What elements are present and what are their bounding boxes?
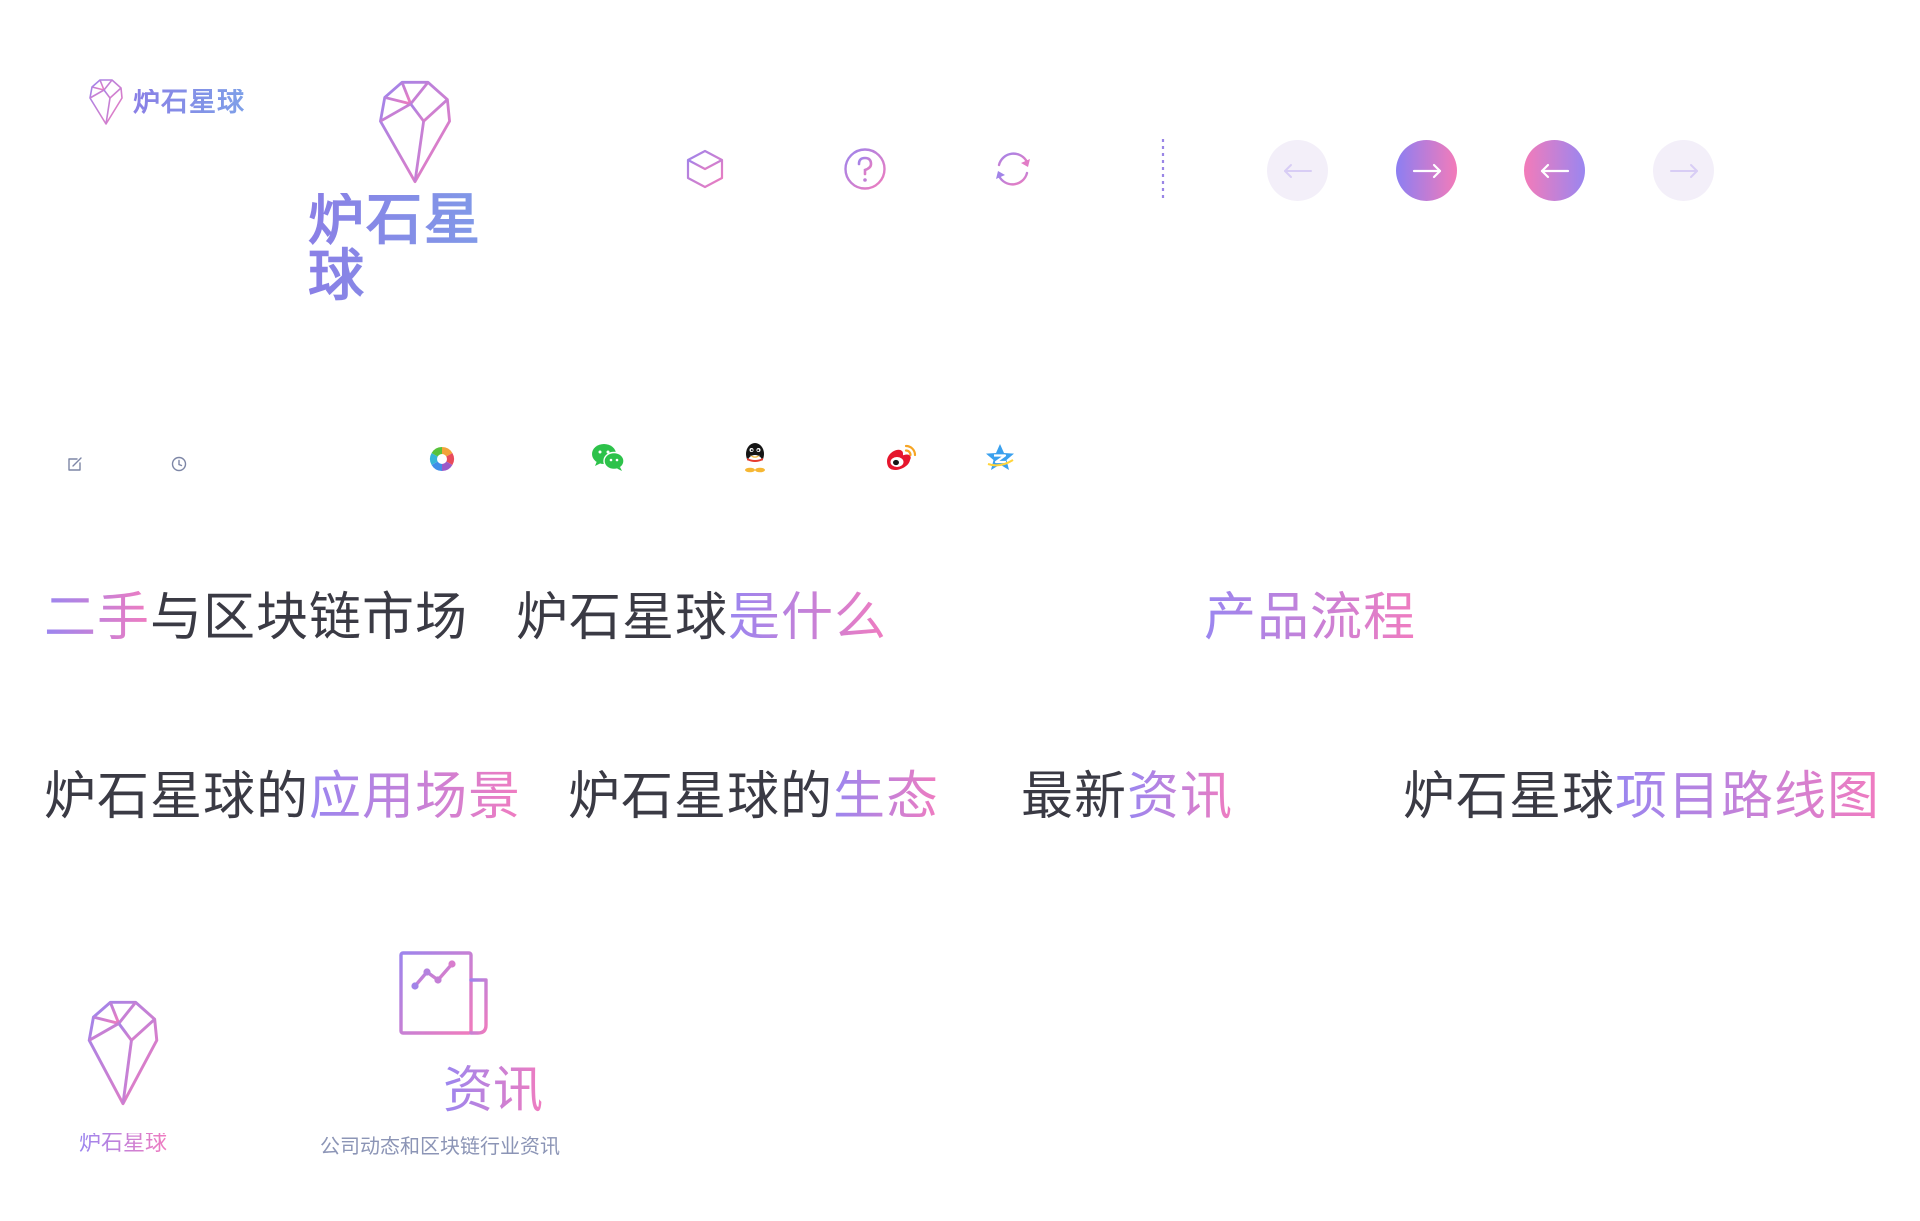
wechat-icon[interactable] [591,442,625,472]
heading-flow-accent: 产品流程 [1204,588,1417,648]
crystal-icon [87,1000,159,1106]
moments-icon[interactable] [428,445,456,473]
prev-button-active[interactable] [1524,140,1585,201]
heading-roadmap-accent: 项目路线图 [1615,767,1881,827]
arrow-left-icon [1540,163,1569,178]
logo-small: 炉石星球 [88,78,248,128]
heading-market-rest: 与区块链市场 [150,588,469,648]
brand-card: 炉石星球 [70,996,190,1166]
brand-card-label: 炉石星球 [79,1131,168,1156]
logo-small-wordmark: 炉石星球 [133,87,245,118]
qq-icon[interactable] [741,441,769,473]
prev-button-light[interactable] [1267,140,1328,201]
refresh-icon[interactable] [990,147,1036,191]
heading-eco-accent: 生态 [833,767,940,827]
next-button-light[interactable] [1653,140,1714,201]
heading-eco: 炉石星球的生态 [568,771,939,823]
heading-news-dark: 最新 [1021,767,1128,827]
news-card[interactable]: 资讯 公司动态和区块链行业资讯 [316,950,596,1166]
heading-news: 最新资讯 [1021,771,1233,823]
heading-what-dark: 炉石星球 [516,588,729,648]
edit-icon[interactable] [67,456,83,472]
heading-what-accent: 是什么 [728,588,888,648]
question-circle-icon[interactable] [843,147,887,191]
cube-icon[interactable] [684,148,726,190]
news-card-title: 资讯 [443,1061,543,1119]
heading-market: 二手与区块链市场 [44,592,468,644]
arrow-right-icon [1412,163,1441,178]
news-card-subtitle: 公司动态和区块链行业资讯 [320,1134,560,1158]
arrow-right-icon [1669,163,1698,178]
dotted-divider [1161,139,1165,201]
heading-scenes-accent: 应用场景 [309,767,522,827]
heading-flow: 产品流程 [1204,592,1416,644]
next-button-active[interactable] [1396,140,1457,201]
heading-roadmap: 炉石星球项目路线图 [1403,771,1880,823]
logo-large-wordmark: 炉石星球 [308,193,528,305]
logo-large: 炉石星球 [308,76,528,305]
crystal-icon [89,79,123,125]
heading-roadmap-dark: 炉石星球 [1403,767,1616,827]
newspaper-chart-icon [399,951,488,1035]
heading-eco-dark: 炉石星球的 [568,767,834,827]
arrow-left-icon [1283,163,1312,178]
crystal-icon [379,80,451,184]
heading-news-accent: 资讯 [1127,767,1234,827]
heading-market-accent: 二手 [44,588,151,648]
qzone-icon[interactable] [984,443,1016,473]
weibo-icon[interactable] [882,443,918,473]
heading-what: 炉石星球是什么 [516,592,887,644]
heading-scenes: 炉石星球的应用场景 [44,771,521,823]
clock-icon[interactable] [171,456,187,472]
heading-scenes-dark: 炉石星球的 [44,767,310,827]
